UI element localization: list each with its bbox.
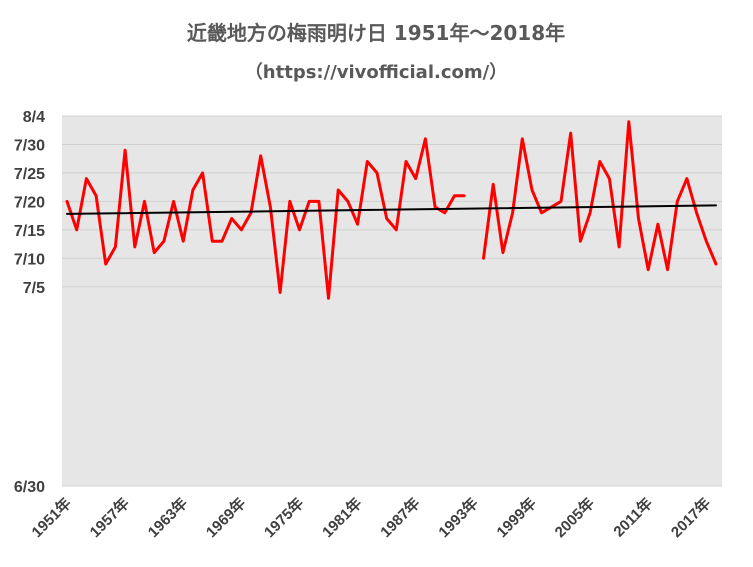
y-tick-label: 7/25 [14,166,45,183]
chart-title: 近畿地方の梅雨明け日 1951年～2018年 [187,21,565,45]
y-tick-label: 7/30 [14,137,45,154]
y-axis-tick-labels: 6/30 7/5 7/10 7/15 7/20 7/25 7/30 8/4 [14,109,45,496]
series-line [482,120,718,272]
y-tick-label: 7/15 [14,223,45,240]
y-tick-label: 7/10 [14,251,45,268]
series-line [65,137,466,300]
gridlines [62,115,722,487]
y-tick-label: 8/4 [23,109,45,126]
series-layer [65,120,718,300]
y-tick-label: 6/30 [14,479,45,496]
y-tick-label: 7/5 [23,280,45,297]
chart-subtitle: （https://vivofficial.com/） [245,62,507,83]
trendline [66,204,717,215]
y-tick-label: 7/20 [14,194,45,211]
plot-area [62,116,722,486]
